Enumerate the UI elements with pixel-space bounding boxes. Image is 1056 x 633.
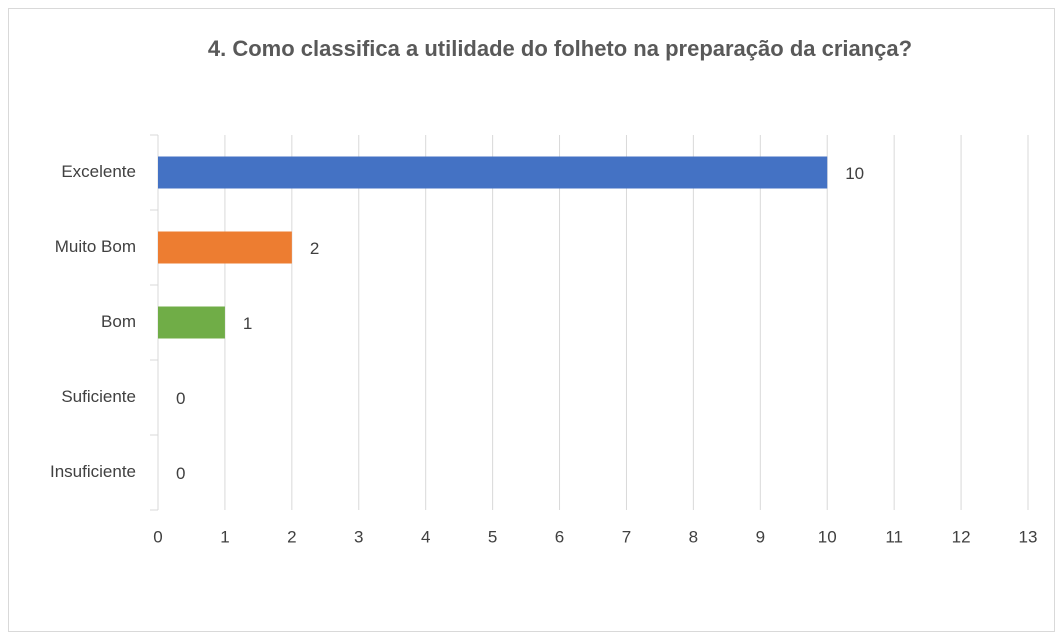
bar <box>158 156 828 189</box>
y-tick-label: Excelente <box>61 162 136 181</box>
x-tick-label: 11 <box>885 527 903 546</box>
x-tick-label: 3 <box>354 527 363 546</box>
x-tick-label: 6 <box>555 527 564 546</box>
x-tick-label: 5 <box>488 527 497 546</box>
data-label: 0 <box>176 464 185 483</box>
x-tick-label: 9 <box>756 527 765 546</box>
y-tick-label: Insuficiente <box>50 462 136 481</box>
x-tick-label: 8 <box>689 527 698 546</box>
bar <box>158 306 225 339</box>
x-tick-label: 1 <box>220 527 229 546</box>
x-tick-label: 7 <box>622 527 631 546</box>
x-tick-label: 13 <box>1019 527 1038 546</box>
data-label: 0 <box>176 389 185 408</box>
x-tick-label: 12 <box>952 527 971 546</box>
x-tick-label: 0 <box>153 527 162 546</box>
x-tick-label: 2 <box>287 527 296 546</box>
data-label: 10 <box>845 164 864 183</box>
y-tick-label: Muito Bom <box>55 237 136 256</box>
y-tick-label: Bom <box>101 312 136 331</box>
x-tick-label: 4 <box>421 527 430 546</box>
x-tick-label: 10 <box>818 527 837 546</box>
y-tick-label: Suficiente <box>61 387 136 406</box>
data-label: 2 <box>310 239 319 258</box>
chart-title: 4. Como classifica a utilidade do folhet… <box>208 36 912 61</box>
bar <box>158 231 292 264</box>
data-label: 1 <box>243 314 252 333</box>
